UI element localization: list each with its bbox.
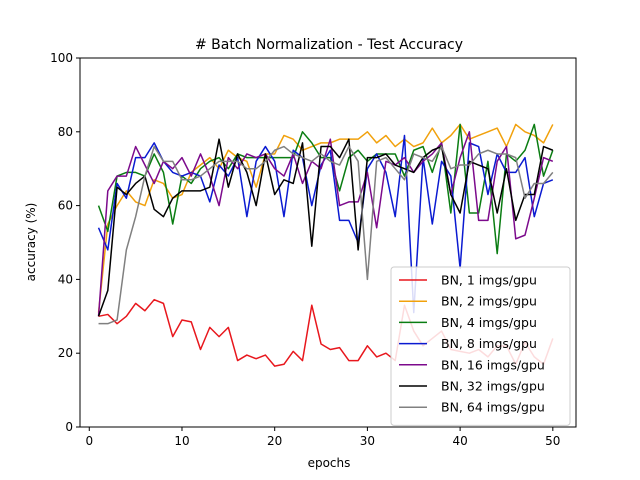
plot-frame: [79, 57, 577, 428]
x-tick-label-3: 30: [360, 434, 375, 448]
y-tick-label-0: 0: [65, 420, 73, 434]
series-line-4: [97, 131, 554, 317]
legend-label-5: BN, 32 imgs/gpu: [441, 379, 545, 394]
legend-label-1: BN, 2 imgs/gpu: [441, 294, 537, 309]
x-tick-label-1: 10: [174, 434, 189, 448]
x-axis-label: epochs: [308, 456, 351, 470]
y-tick-label-2: 40: [58, 272, 73, 286]
y-tick-label-3: 60: [58, 199, 73, 213]
legend-label-3: BN, 8 imgs/gpu: [441, 336, 537, 351]
legend-box: [390, 266, 571, 426]
x-tick-label-2: 20: [267, 434, 282, 448]
y-tick-label-5: 100: [50, 51, 73, 65]
y-tick-label-4: 80: [58, 125, 73, 139]
series-line-5: [97, 138, 554, 317]
plot-area: 0 10 20 30 40 50 0 20 40 60 80 100: [50, 51, 577, 448]
x-tick-label-5: 50: [545, 434, 560, 448]
y-tick-label-1: 20: [58, 346, 73, 360]
series-line-2: [97, 123, 554, 255]
legend: BN, 1 imgs/gpu BN, 2 imgs/gpu BN, 4 imgs/g…: [390, 266, 571, 426]
legend-label-0: BN, 1 imgs/gpu: [441, 273, 537, 288]
legend-label-6: BN, 64 imgs/gpu: [441, 400, 545, 415]
y-axis-label: accuracy (%): [24, 203, 38, 282]
chart-title: # Batch Normalization - Test Accuracy: [195, 37, 463, 53]
series-line-6: [98, 145, 554, 325]
x-tick-label-0: 0: [85, 434, 93, 448]
legend-label-4: BN, 16 imgs/gpu: [441, 357, 545, 372]
x-tick-label-4: 40: [452, 434, 467, 448]
legend-label-2: BN, 4 imgs/gpu: [441, 315, 537, 330]
